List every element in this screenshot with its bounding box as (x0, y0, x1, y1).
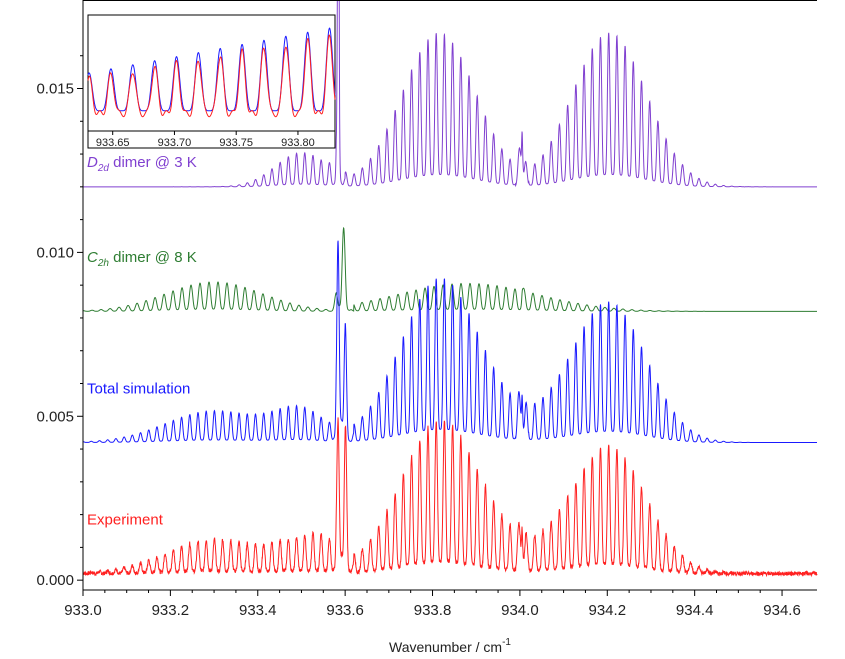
inset-x-tick-label: 933.65 (96, 137, 130, 149)
inset-series (87, 27, 336, 118)
series-label-main: Experiment (87, 511, 164, 528)
series-label-2: Total simulation (87, 380, 190, 397)
x-tick-label: 934.4 (676, 602, 714, 619)
series-label-main: Total simulation (87, 380, 190, 397)
series-line-2 (83, 240, 817, 443)
x-tick-label: 933.4 (239, 602, 277, 619)
x-tick-label: 934.6 (763, 602, 801, 619)
series-line-3 (82, 417, 818, 578)
series-label-main: C (87, 249, 98, 266)
inset-ticks: 933.65 933.70 933.75 933.80 (88, 130, 335, 149)
ticks-layer: 933.0 933.2 933.4 933.6 933.8 934.0 934.2 934.4… (36, 55, 801, 619)
inset-x-tick-label: 933.75 (219, 137, 253, 149)
x-tick-label: 933.8 (414, 602, 452, 619)
series-line-1 (83, 226, 817, 312)
series-label-main: D (87, 154, 98, 171)
x-tick-label: 933.6 (326, 602, 364, 619)
x-axis-title-superscript: -1 (502, 637, 511, 648)
series-layer (82, 0, 818, 578)
series-label-rest: dimer @ 3 K (109, 154, 197, 171)
series-label-0: D2d dimer @ 3 K (87, 154, 197, 174)
inset-x-tick-label: 933.80 (281, 137, 315, 149)
inset-frame (87, 14, 336, 149)
y-tick-label: 0.010 (36, 244, 74, 261)
series-line-0 (83, 0, 817, 188)
labels-layer: D2d dimer @ 3 K C2h dimer @ 8 K Total simu… (87, 154, 197, 528)
x-tick-label: 934.0 (501, 602, 539, 619)
inset: 933.65 933.70 933.75 933.80 (87, 14, 336, 149)
series-label-subscript: 2h (97, 258, 110, 269)
series-label-subscript: 2d (97, 163, 110, 174)
series-label-1: C2h dimer @ 8 K (87, 249, 197, 269)
y-tick-label: 0.000 (36, 572, 74, 589)
inset-series-line-1 (87, 34, 336, 118)
y-tick-label: 0.015 (36, 81, 74, 98)
x-tick-label: 933.0 (64, 602, 102, 619)
x-axis-title-text: Wavenumber / cm (389, 639, 502, 655)
x-axis-title: Wavenumber / cm-1 (389, 637, 511, 655)
inset-x-tick-label: 933.70 (158, 137, 192, 149)
y-tick-label: 0.005 (36, 408, 74, 425)
series-label-rest: dimer @ 8 K (109, 249, 197, 266)
x-tick-label: 934.2 (589, 602, 627, 619)
series-label-3: Experiment (87, 511, 164, 528)
x-tick-label: 933.2 (152, 602, 190, 619)
